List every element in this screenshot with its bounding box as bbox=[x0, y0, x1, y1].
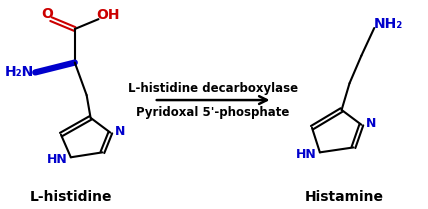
Text: N: N bbox=[366, 117, 377, 130]
Text: H₂N: H₂N bbox=[5, 65, 34, 79]
Text: HN: HN bbox=[47, 153, 67, 166]
Text: OH: OH bbox=[97, 8, 120, 22]
Text: L-histidine decarboxylase: L-histidine decarboxylase bbox=[128, 82, 298, 95]
Text: Pyridoxal 5'-phosphate: Pyridoxal 5'-phosphate bbox=[137, 106, 290, 119]
FancyArrowPatch shape bbox=[157, 96, 267, 104]
Text: NH₂: NH₂ bbox=[374, 17, 403, 31]
Text: Histamine: Histamine bbox=[305, 190, 384, 204]
Text: L-histidine: L-histidine bbox=[30, 190, 112, 204]
Text: O: O bbox=[41, 7, 53, 21]
Text: HN: HN bbox=[296, 148, 316, 161]
Text: N: N bbox=[115, 125, 125, 138]
